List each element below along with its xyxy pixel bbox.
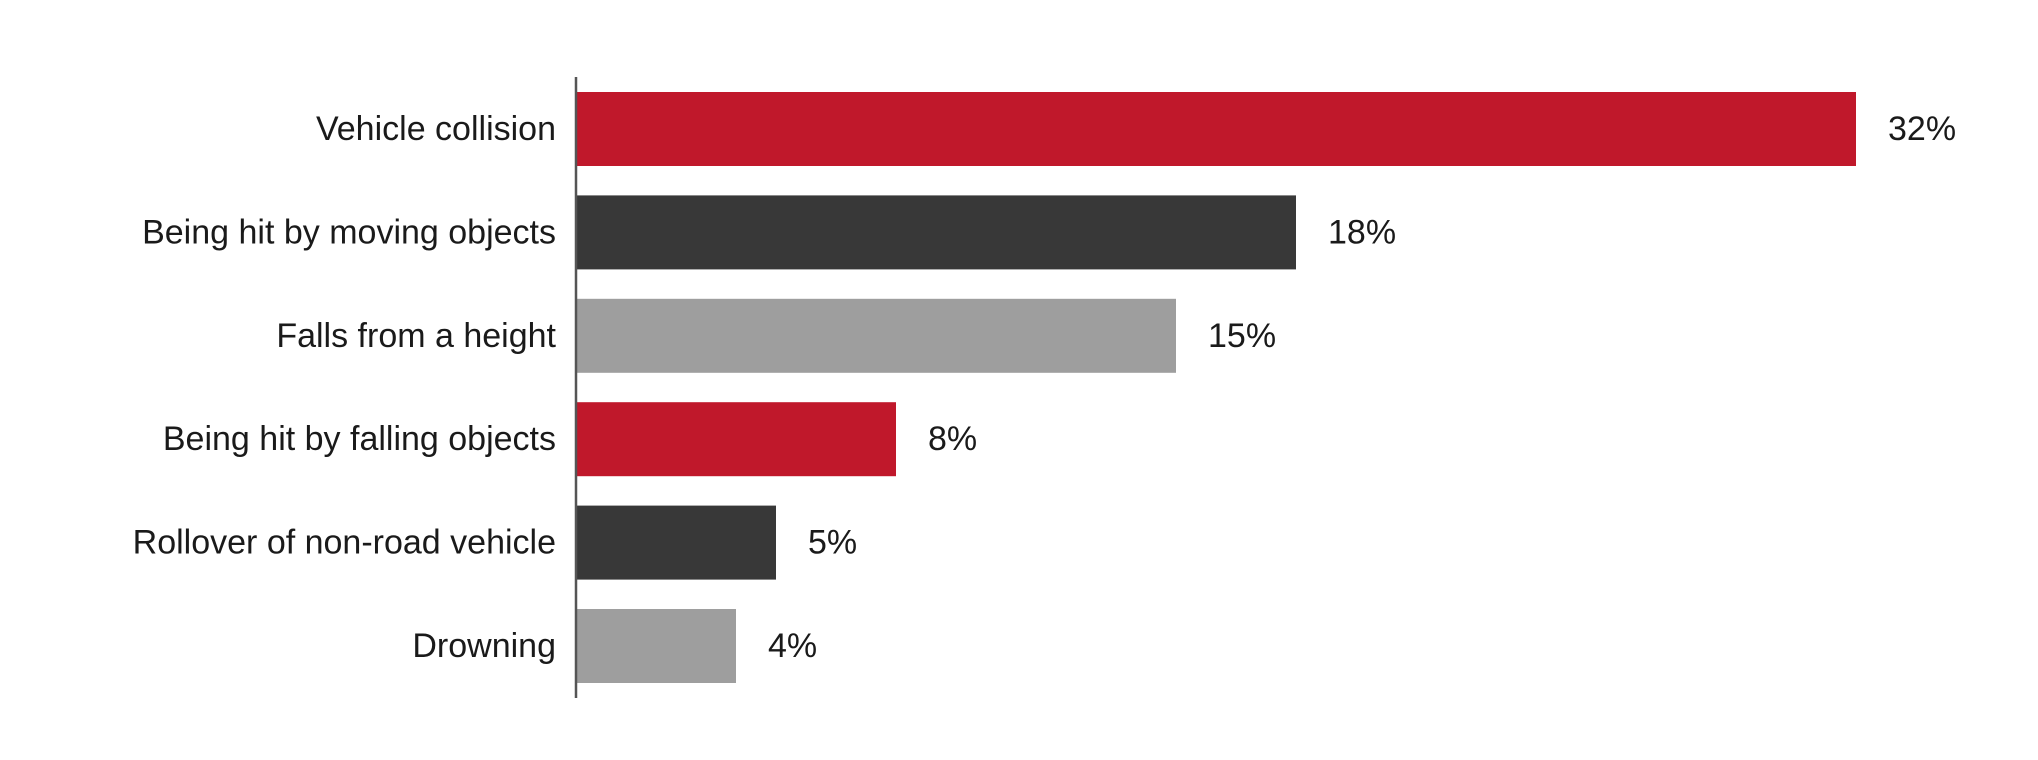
category-label: Being hit by falling objects	[163, 420, 556, 458]
value-labels-layer: 32% 18% 15% 8% 5% 4%	[768, 110, 1956, 665]
value-label: 4%	[768, 627, 817, 665]
category-label: Being hit by moving objects	[142, 213, 556, 251]
bar-5	[576, 609, 736, 683]
bars-layer	[576, 92, 1856, 683]
value-label: 32%	[1888, 110, 1956, 148]
value-label: 15%	[1208, 317, 1276, 355]
bar-2	[576, 298, 1176, 373]
bar-4	[576, 505, 776, 580]
category-label: Vehicle collision	[316, 110, 556, 148]
value-label: 8%	[928, 420, 977, 458]
category-labels-layer: Vehicle collision Being hit by moving obj…	[133, 110, 557, 665]
category-label: Rollover of non-road vehicle	[133, 524, 556, 562]
bar-1	[576, 195, 1296, 270]
category-label: Drowning	[412, 627, 556, 665]
bar-0	[576, 92, 1856, 166]
bar-3	[576, 402, 896, 477]
value-label: 5%	[808, 524, 857, 562]
value-label: 18%	[1328, 213, 1396, 251]
category-label: Falls from a height	[276, 317, 556, 355]
